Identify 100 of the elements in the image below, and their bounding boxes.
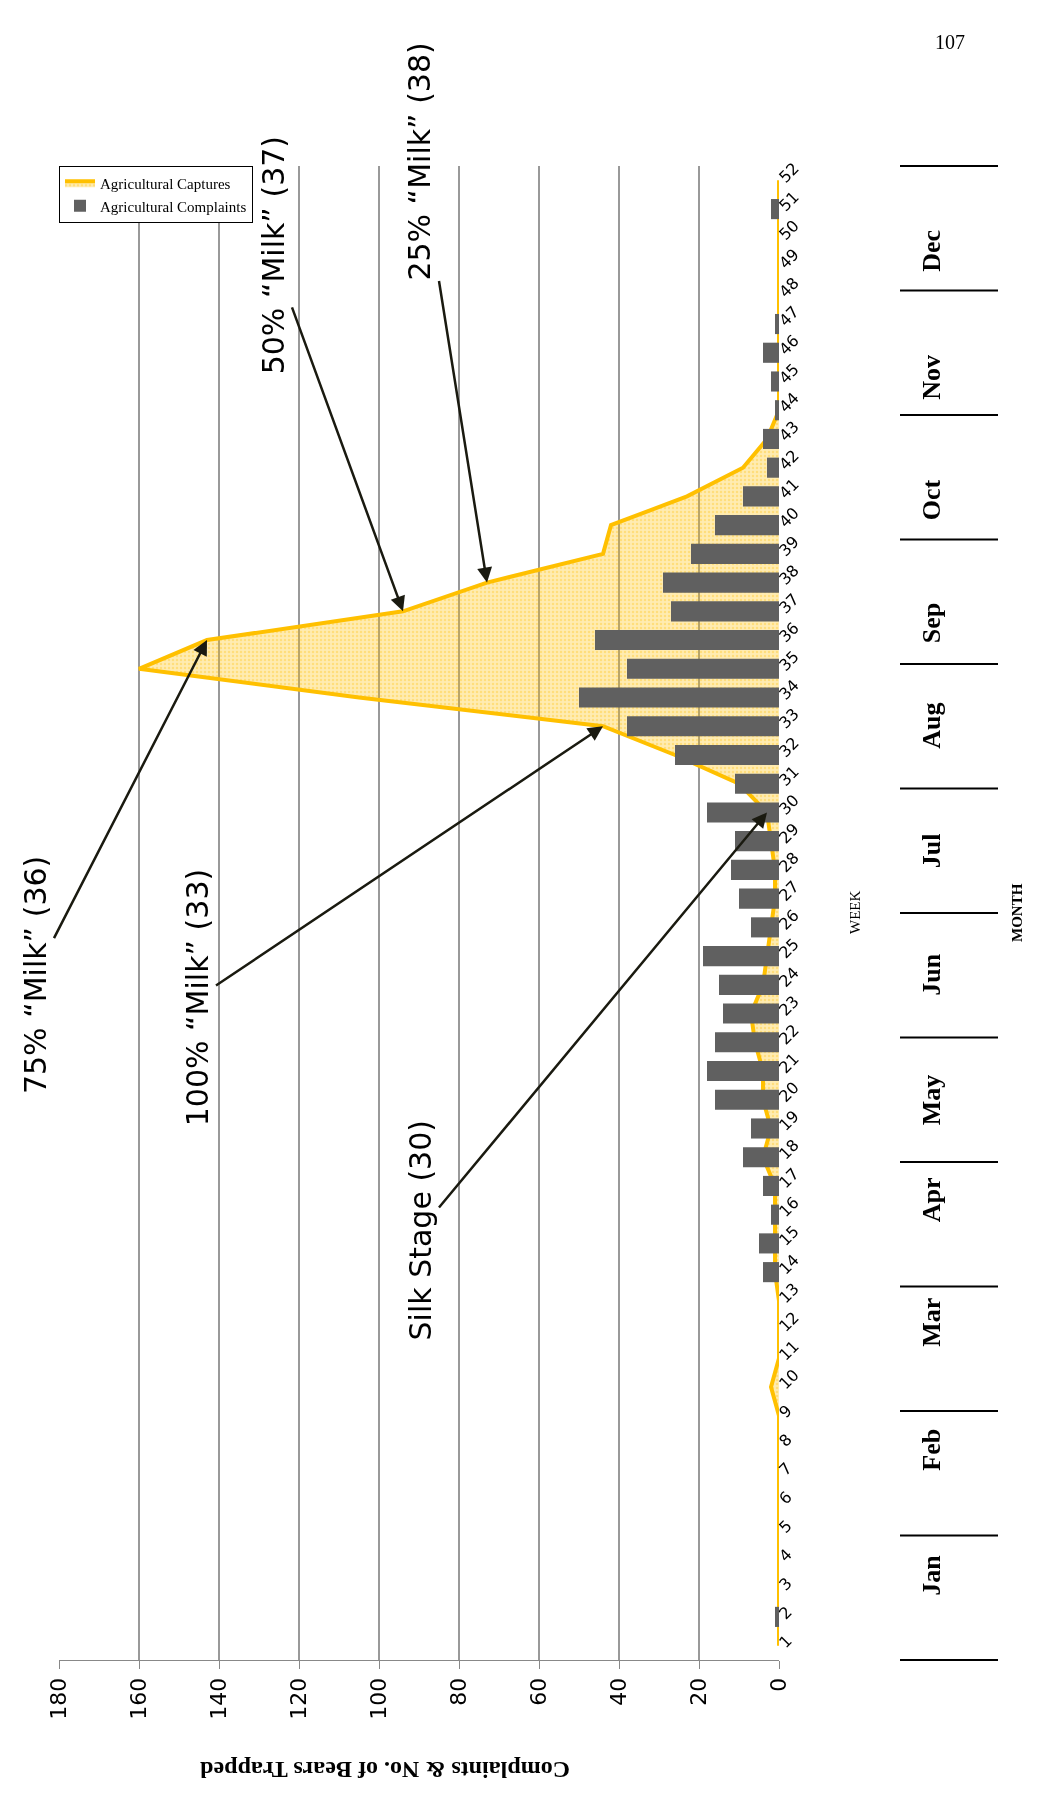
bar — [595, 630, 779, 651]
bar — [771, 1204, 779, 1225]
text: Oct — [916, 479, 946, 521]
y-tick-label: 38 — [775, 560, 803, 589]
y-tick-label: 5 — [775, 1516, 796, 1537]
y-tick-label: 13 — [775, 1279, 803, 1307]
y-tick-label: 35 — [775, 647, 803, 675]
y-tick-label: 52 — [775, 158, 803, 187]
bar — [663, 572, 779, 593]
legend-label: Agricultural Captures — [100, 176, 231, 193]
y-tick-label: 29 — [775, 819, 803, 848]
y-tick-label: 49 — [775, 244, 803, 273]
bar — [735, 831, 779, 852]
bar — [739, 888, 779, 909]
y-tick-label: 16 — [775, 1192, 803, 1221]
bar — [767, 457, 779, 478]
y-tick-label: 44 — [775, 388, 803, 417]
y-tick-label: 27 — [775, 876, 803, 905]
bar — [743, 486, 779, 507]
text: Nov — [917, 354, 947, 400]
bar — [735, 773, 779, 794]
y-tick-label: 1 — [775, 1631, 796, 1652]
x-tick-label: 0 — [766, 1677, 792, 1692]
y-tick-label: 51 — [775, 187, 803, 216]
bar — [627, 716, 779, 737]
y-tick-label: 34 — [775, 675, 803, 704]
bar — [715, 1032, 779, 1053]
x-tick-label: 180 — [46, 1677, 72, 1720]
x-tick-label: 100 — [366, 1677, 392, 1720]
x-tick-label: 40 — [606, 1677, 632, 1706]
text: May — [916, 1074, 946, 1126]
y-tick-label: 23 — [775, 991, 803, 1020]
bar — [775, 400, 779, 421]
y-tick-label: 2 — [775, 1602, 796, 1623]
y-tick-label: 11 — [775, 1336, 803, 1365]
y-tick-label: 25 — [775, 934, 803, 963]
y-tick-label: 7 — [775, 1458, 796, 1480]
y-tick-label: 31 — [775, 761, 803, 790]
y-tick-label: 20 — [775, 1078, 803, 1106]
y-tick-label: 8 — [775, 1429, 796, 1451]
y-tick-label: 45 — [775, 359, 803, 388]
y-tick-label: 43 — [775, 417, 803, 446]
y-tick-label: 10 — [775, 1365, 803, 1394]
text: Sep — [916, 602, 946, 644]
annotation: 100% “Milk” (33) — [179, 868, 215, 1127]
bar — [763, 1175, 779, 1196]
text: Jan — [917, 1554, 947, 1596]
bar — [691, 543, 779, 564]
text: Dec — [917, 229, 947, 272]
text: Mar — [917, 1297, 947, 1347]
y-tick-label: 39 — [775, 532, 803, 560]
x-tick-label: 80 — [446, 1677, 472, 1706]
y-tick-label: 33 — [775, 704, 803, 733]
text: Aug — [917, 702, 947, 749]
bar — [743, 1147, 779, 1168]
text: Feb — [917, 1428, 947, 1471]
bar — [763, 428, 779, 449]
x-tick-label: 20 — [686, 1677, 712, 1706]
bar — [763, 1262, 779, 1283]
bar — [671, 601, 779, 622]
annotation: 50% “Milk” (37) — [255, 135, 291, 375]
bar — [775, 1606, 779, 1627]
y-tick-label: 22 — [775, 1020, 803, 1049]
y-tick-label: 21 — [775, 1049, 803, 1078]
y-tick-label: 18 — [775, 1135, 803, 1164]
bar — [771, 371, 779, 392]
bar — [763, 342, 779, 363]
bar — [627, 658, 779, 679]
y-tick-label: 26 — [775, 905, 803, 934]
y-tick-label: 41 — [775, 474, 803, 503]
y-tick-label: 37 — [775, 589, 803, 618]
text: Apr — [916, 1177, 946, 1223]
y-tick-label: 3 — [775, 1573, 796, 1595]
text: MONTH — [1009, 883, 1025, 942]
bar — [579, 687, 779, 708]
y-tick-label: 24 — [775, 963, 803, 991]
x-tick-label: 60 — [526, 1677, 552, 1706]
y-tick-label: 32 — [775, 733, 803, 762]
y-tick-label: 6 — [775, 1487, 796, 1509]
annotation: 75% “Milk” (36) — [17, 855, 53, 1095]
y-tick-label: 4 — [775, 1544, 796, 1566]
y-tick-label: 30 — [775, 790, 803, 819]
bar — [731, 859, 779, 880]
bar — [759, 1233, 779, 1254]
y-tick-label: 36 — [775, 618, 803, 647]
y-tick-label: 12 — [775, 1307, 803, 1336]
bar — [715, 1089, 779, 1110]
annotation: Silk Stage (30) — [402, 1120, 438, 1341]
y-axis-title: WEEK — [847, 890, 863, 934]
y-tick-label: 14 — [775, 1250, 803, 1279]
bar — [723, 1003, 779, 1024]
y-tick-label: 19 — [775, 1106, 803, 1135]
bar — [751, 1118, 779, 1139]
y-tick-label: 47 — [775, 302, 803, 331]
y-tick-label: 40 — [775, 503, 803, 532]
bar — [775, 313, 779, 335]
bar — [703, 946, 779, 967]
x-tick-label: 140 — [206, 1677, 232, 1720]
text: Jul — [916, 833, 946, 869]
y-tick-label: 15 — [775, 1221, 803, 1250]
